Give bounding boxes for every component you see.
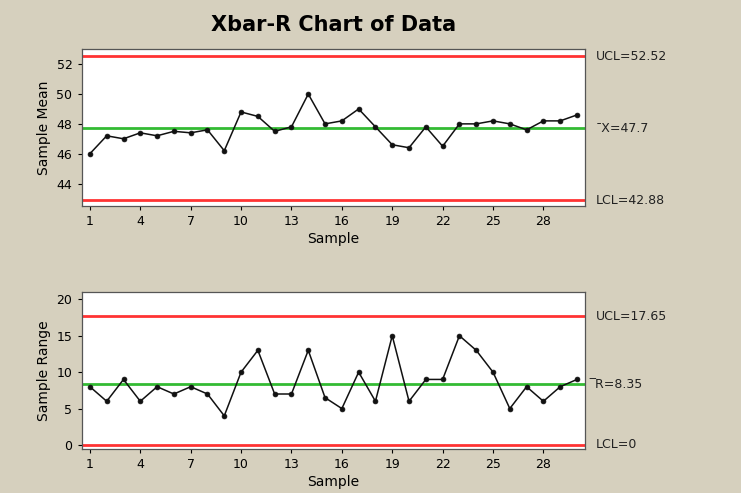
Text: UCL=52.52: UCL=52.52 [596, 50, 667, 63]
Text: LCL=42.88: LCL=42.88 [596, 194, 665, 207]
Text: Xbar-R Chart of Data: Xbar-R Chart of Data [211, 15, 456, 35]
Text: ¯X=47.7: ¯X=47.7 [596, 122, 649, 135]
Text: UCL=17.65: UCL=17.65 [596, 310, 667, 323]
Text: ̅R=8.35: ̅R=8.35 [596, 378, 642, 390]
X-axis label: Sample: Sample [308, 232, 359, 246]
Text: LCL=0: LCL=0 [596, 438, 637, 452]
X-axis label: Sample: Sample [308, 475, 359, 489]
Y-axis label: Sample Mean: Sample Mean [37, 80, 51, 175]
Y-axis label: Sample Range: Sample Range [37, 320, 51, 421]
